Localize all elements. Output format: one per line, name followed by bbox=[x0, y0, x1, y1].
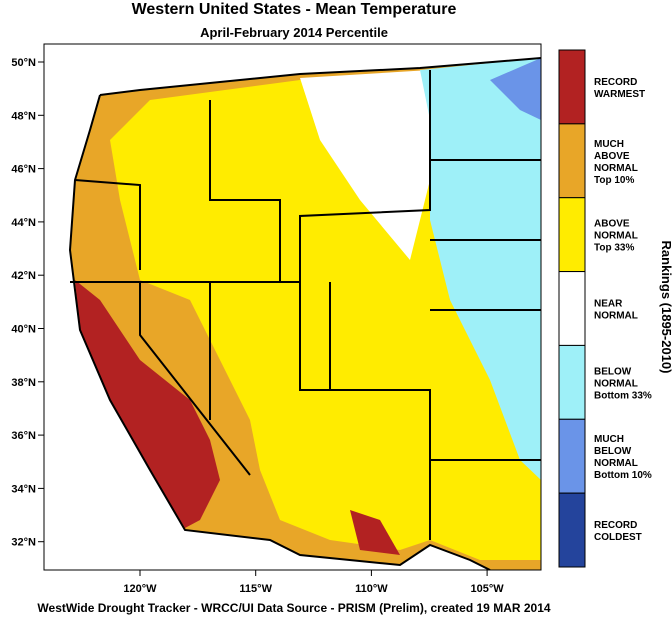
lat-label: 38°N bbox=[11, 377, 36, 389]
lat-labels: 50°N 48°N 46°N 44°N 42°N 40°N 38°N 36°N 34°N 32°N bbox=[11, 57, 44, 549]
footer: WestWide Drought Tracker - WRCC/UI Data … bbox=[37, 601, 550, 615]
lat-label: 46°N bbox=[11, 164, 36, 176]
legend-label: ABOVE bbox=[594, 151, 630, 162]
legend-label: BELOW bbox=[594, 446, 632, 457]
lat-label: 32°N bbox=[11, 537, 36, 549]
lat-label: 50°N bbox=[11, 57, 36, 69]
legend-swatch bbox=[558, 49, 586, 125]
legend-swatch bbox=[558, 418, 586, 494]
lat-label: 34°N bbox=[11, 483, 36, 495]
legend-label: COLDEST bbox=[594, 532, 642, 543]
lat-label: 44°N bbox=[11, 217, 36, 229]
subtitle: April-February 2014 Percentile bbox=[200, 25, 388, 40]
lat-label: 40°N bbox=[11, 324, 36, 336]
lon-labels: 120°W 115°W 110°W 105°W bbox=[123, 570, 504, 595]
legend-label: MUCH bbox=[594, 434, 624, 445]
legend-label: NORMAL bbox=[594, 458, 638, 469]
lon-label: 105°W bbox=[471, 583, 505, 595]
legend-swatch bbox=[558, 197, 586, 273]
legend-label: ABOVE bbox=[594, 219, 630, 230]
legend-swatch bbox=[558, 492, 586, 568]
legend-swatch bbox=[558, 123, 586, 199]
legend-label: Bottom 33% bbox=[594, 390, 652, 401]
lat-label: 42°N bbox=[11, 270, 36, 282]
lat-label: 48°N bbox=[11, 110, 36, 122]
legend-label: NEAR bbox=[594, 299, 623, 310]
legend-label: RECORD bbox=[594, 520, 637, 531]
legend-label: BELOW bbox=[594, 366, 632, 377]
legend-label: Top 10% bbox=[594, 175, 634, 186]
map bbox=[43, 43, 542, 571]
lon-label: 120°W bbox=[123, 583, 157, 595]
legend-label: NORMAL bbox=[594, 311, 638, 322]
legend-label: Top 33% bbox=[594, 243, 634, 254]
legend-label: NORMAL bbox=[594, 378, 638, 389]
title: Western United States - Mean Temperature bbox=[132, 1, 457, 18]
lon-label: 110°W bbox=[355, 583, 388, 595]
legend-label: WARMEST bbox=[594, 89, 645, 100]
legend-label: NORMAL bbox=[594, 231, 638, 242]
legend-label: Bottom 10% bbox=[594, 470, 652, 481]
legend-swatch bbox=[558, 344, 586, 420]
legend-label: NORMAL bbox=[594, 163, 638, 174]
legend-label: RECORD bbox=[594, 77, 637, 88]
lat-label: 36°N bbox=[11, 430, 36, 442]
legend-swatch bbox=[558, 271, 586, 346]
legend-label: MUCH bbox=[594, 139, 624, 150]
legend-title: Rankings (1895-2010) bbox=[659, 241, 672, 374]
lon-label: 115°W bbox=[239, 583, 272, 595]
